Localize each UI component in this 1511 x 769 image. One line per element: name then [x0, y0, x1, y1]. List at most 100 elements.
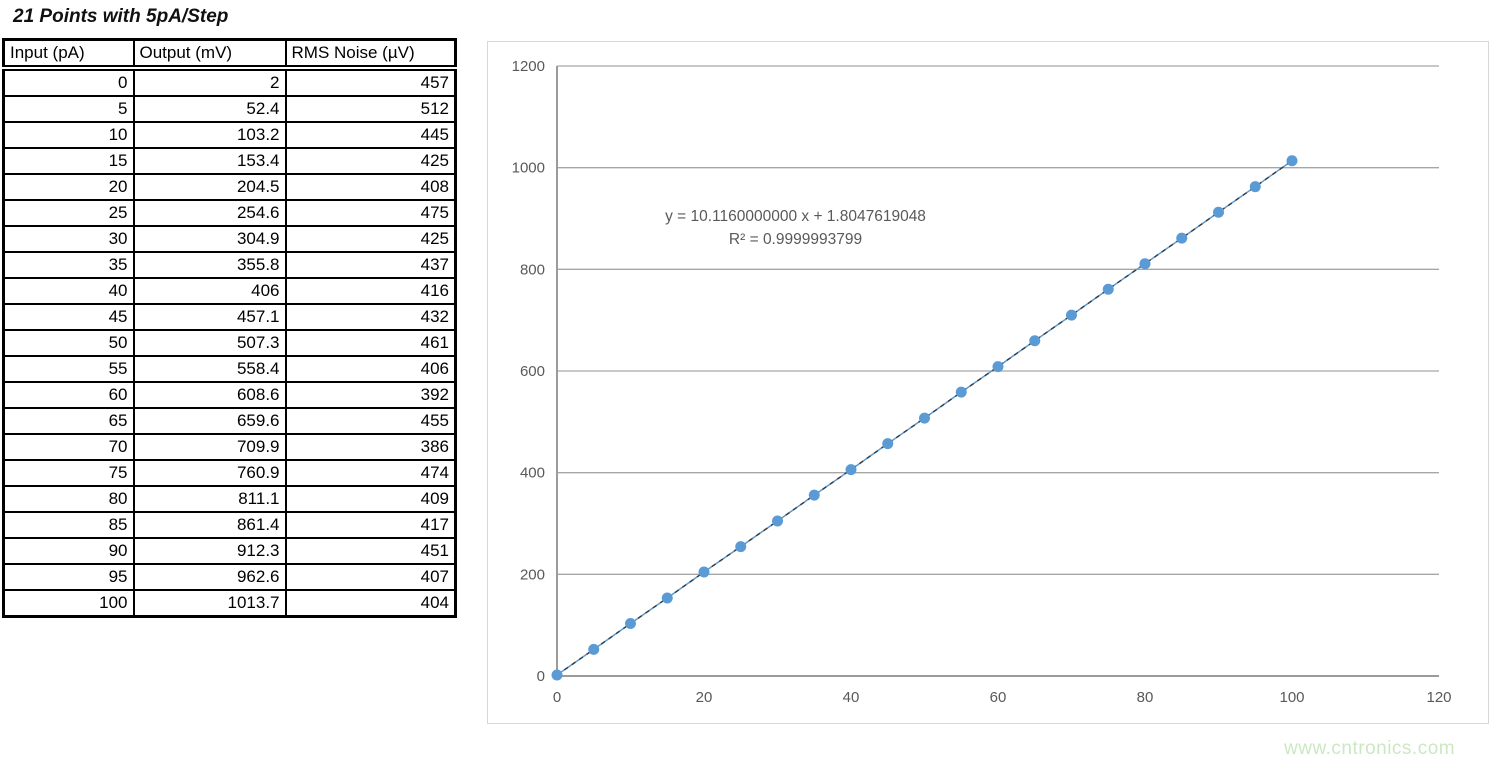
table-cell: 709.9 — [132, 433, 287, 461]
y-tick-label: 400 — [520, 465, 545, 482]
table-cell: 558.4 — [132, 355, 287, 383]
table-row: 50 507.3 461 — [2, 329, 457, 357]
table-row: 35 355.8 437 — [2, 251, 457, 279]
table-header-row: Input (pA) Output (mV) RMS Noise (µV) — [2, 38, 457, 71]
trendline-r-squared: R² = 0.9999993799 — [728, 231, 863, 248]
table-cell: 15 — [2, 147, 135, 175]
table-cell: 962.6 — [132, 563, 287, 591]
table-cell: 416 — [284, 277, 457, 305]
table-cell: 404 — [284, 589, 457, 618]
table-cell: 100 — [2, 589, 135, 618]
table-cell: 65 — [2, 407, 135, 435]
table-cell: 457 — [284, 67, 457, 97]
table-cell: 432 — [284, 303, 457, 331]
scatter-point — [735, 541, 747, 553]
table-cell: 30 — [2, 225, 135, 253]
table-row: 95 962.6 407 — [2, 563, 457, 591]
table-cell: 75 — [2, 459, 135, 487]
table-cell: 392 — [284, 381, 457, 409]
scatter-point — [808, 489, 820, 501]
scatter-point — [955, 386, 967, 398]
table-cell: 912.3 — [132, 537, 287, 565]
table-row: 0 2 457 — [2, 67, 457, 97]
table-cell: 40 — [2, 277, 135, 305]
scatter-point — [1213, 206, 1224, 218]
y-tick-label: 600 — [520, 363, 545, 380]
table-cell: 2 — [132, 67, 287, 97]
table-cell: 608.6 — [132, 381, 287, 409]
table-row: 65 659.6 455 — [2, 407, 457, 435]
trendline-equation: y = 10.1160000000 x + 1.8047619048 R² = … — [628, 205, 963, 251]
scatter-point — [1102, 283, 1114, 295]
table-row: 100 1013.7 404 — [2, 589, 457, 618]
table-row: 60 608.6 392 — [2, 381, 457, 409]
y-tick-label: 1000 — [512, 160, 545, 177]
table-cell: 417 — [284, 511, 457, 539]
table-cell: 512 — [284, 95, 457, 123]
x-tick-label: 20 — [696, 689, 713, 706]
trendline — [556, 160, 1293, 676]
table-row: 30 304.9 425 — [2, 225, 457, 253]
scatter-point — [845, 464, 857, 476]
table-cell: 425 — [284, 225, 457, 253]
scatter-point — [882, 438, 894, 450]
table-cell: 60 — [2, 381, 135, 409]
scatter-point — [1176, 232, 1188, 244]
y-tick-label: 0 — [537, 668, 545, 685]
table-cell: 103.2 — [132, 121, 287, 149]
scatter-point — [1286, 155, 1298, 167]
table-cell: 70 — [2, 433, 135, 461]
page-title: 21 Points with 5pA/Step — [13, 6, 229, 27]
table-row: 25 254.6 475 — [2, 199, 457, 227]
scatter-point — [1066, 309, 1077, 321]
table-cell: 95 — [2, 563, 135, 591]
x-tick-label: 60 — [990, 689, 1007, 706]
table-cell: 55 — [2, 355, 135, 383]
scatter-chart: 0 200 400 600 800 1000 1200 0 20 40 60 80 100 120 y =… — [487, 41, 1489, 724]
table-cell: 409 — [284, 485, 457, 513]
table-cell: 445 — [284, 121, 457, 149]
y-tick-label: 1200 — [512, 58, 545, 75]
scatter-point — [772, 515, 783, 527]
table-row: 70 709.9 386 — [2, 433, 457, 461]
scatter-point — [551, 669, 563, 681]
table-row: 10 103.2 445 — [2, 121, 457, 149]
x-tick-label: 120 — [1426, 689, 1451, 706]
data-table-body: 0 2 457 5 52.4 512 10 103.2 445 15 153.4 425 20 204.5… — [2, 67, 457, 618]
table-cell: 457.1 — [132, 303, 287, 331]
table-cell: 50 — [2, 329, 135, 357]
table-cell: 85 — [2, 511, 135, 539]
table-cell: 407 — [284, 563, 457, 591]
table-cell: 659.6 — [132, 407, 287, 435]
watermark: www.cntronics.com — [1284, 738, 1456, 759]
table-cell: 10 — [2, 121, 135, 149]
table-row: 20 204.5 408 — [2, 173, 457, 201]
table-cell: 304.9 — [132, 225, 287, 253]
table-cell: 35 — [2, 251, 135, 279]
scatter-chart-svg: 0 200 400 600 800 1000 1200 0 20 40 60 80 100 120 — [512, 58, 1452, 706]
table-cell: 386 — [284, 433, 457, 461]
table-cell: 20 — [2, 173, 135, 201]
table-row: 40 406 416 — [2, 277, 457, 305]
trendline-equation-line: y = 10.1160000000 x + 1.8047619048 — [665, 208, 926, 225]
scatter-point — [661, 592, 673, 604]
table-row: 45 457.1 432 — [2, 303, 457, 331]
table-row: 55 558.4 406 — [2, 355, 457, 383]
table-cell: 406 — [132, 277, 287, 305]
table-cell: 5 — [2, 95, 135, 123]
table-cell: 811.1 — [132, 485, 287, 513]
table-cell: 461 — [284, 329, 457, 357]
table-cell: 204.5 — [132, 173, 287, 201]
table-cell: 80 — [2, 485, 135, 513]
table-row: 75 760.9 474 — [2, 459, 457, 487]
scatter-point — [625, 618, 636, 630]
table-cell: 475 — [284, 199, 457, 227]
y-tick-label: 200 — [520, 566, 545, 583]
table-cell: 45 — [2, 303, 135, 331]
table-cell: 425 — [284, 147, 457, 175]
table-cell: 153.4 — [132, 147, 287, 175]
table-cell: 25 — [2, 199, 135, 227]
table-cell: 254.6 — [132, 199, 287, 227]
scatter-point — [1029, 335, 1041, 347]
